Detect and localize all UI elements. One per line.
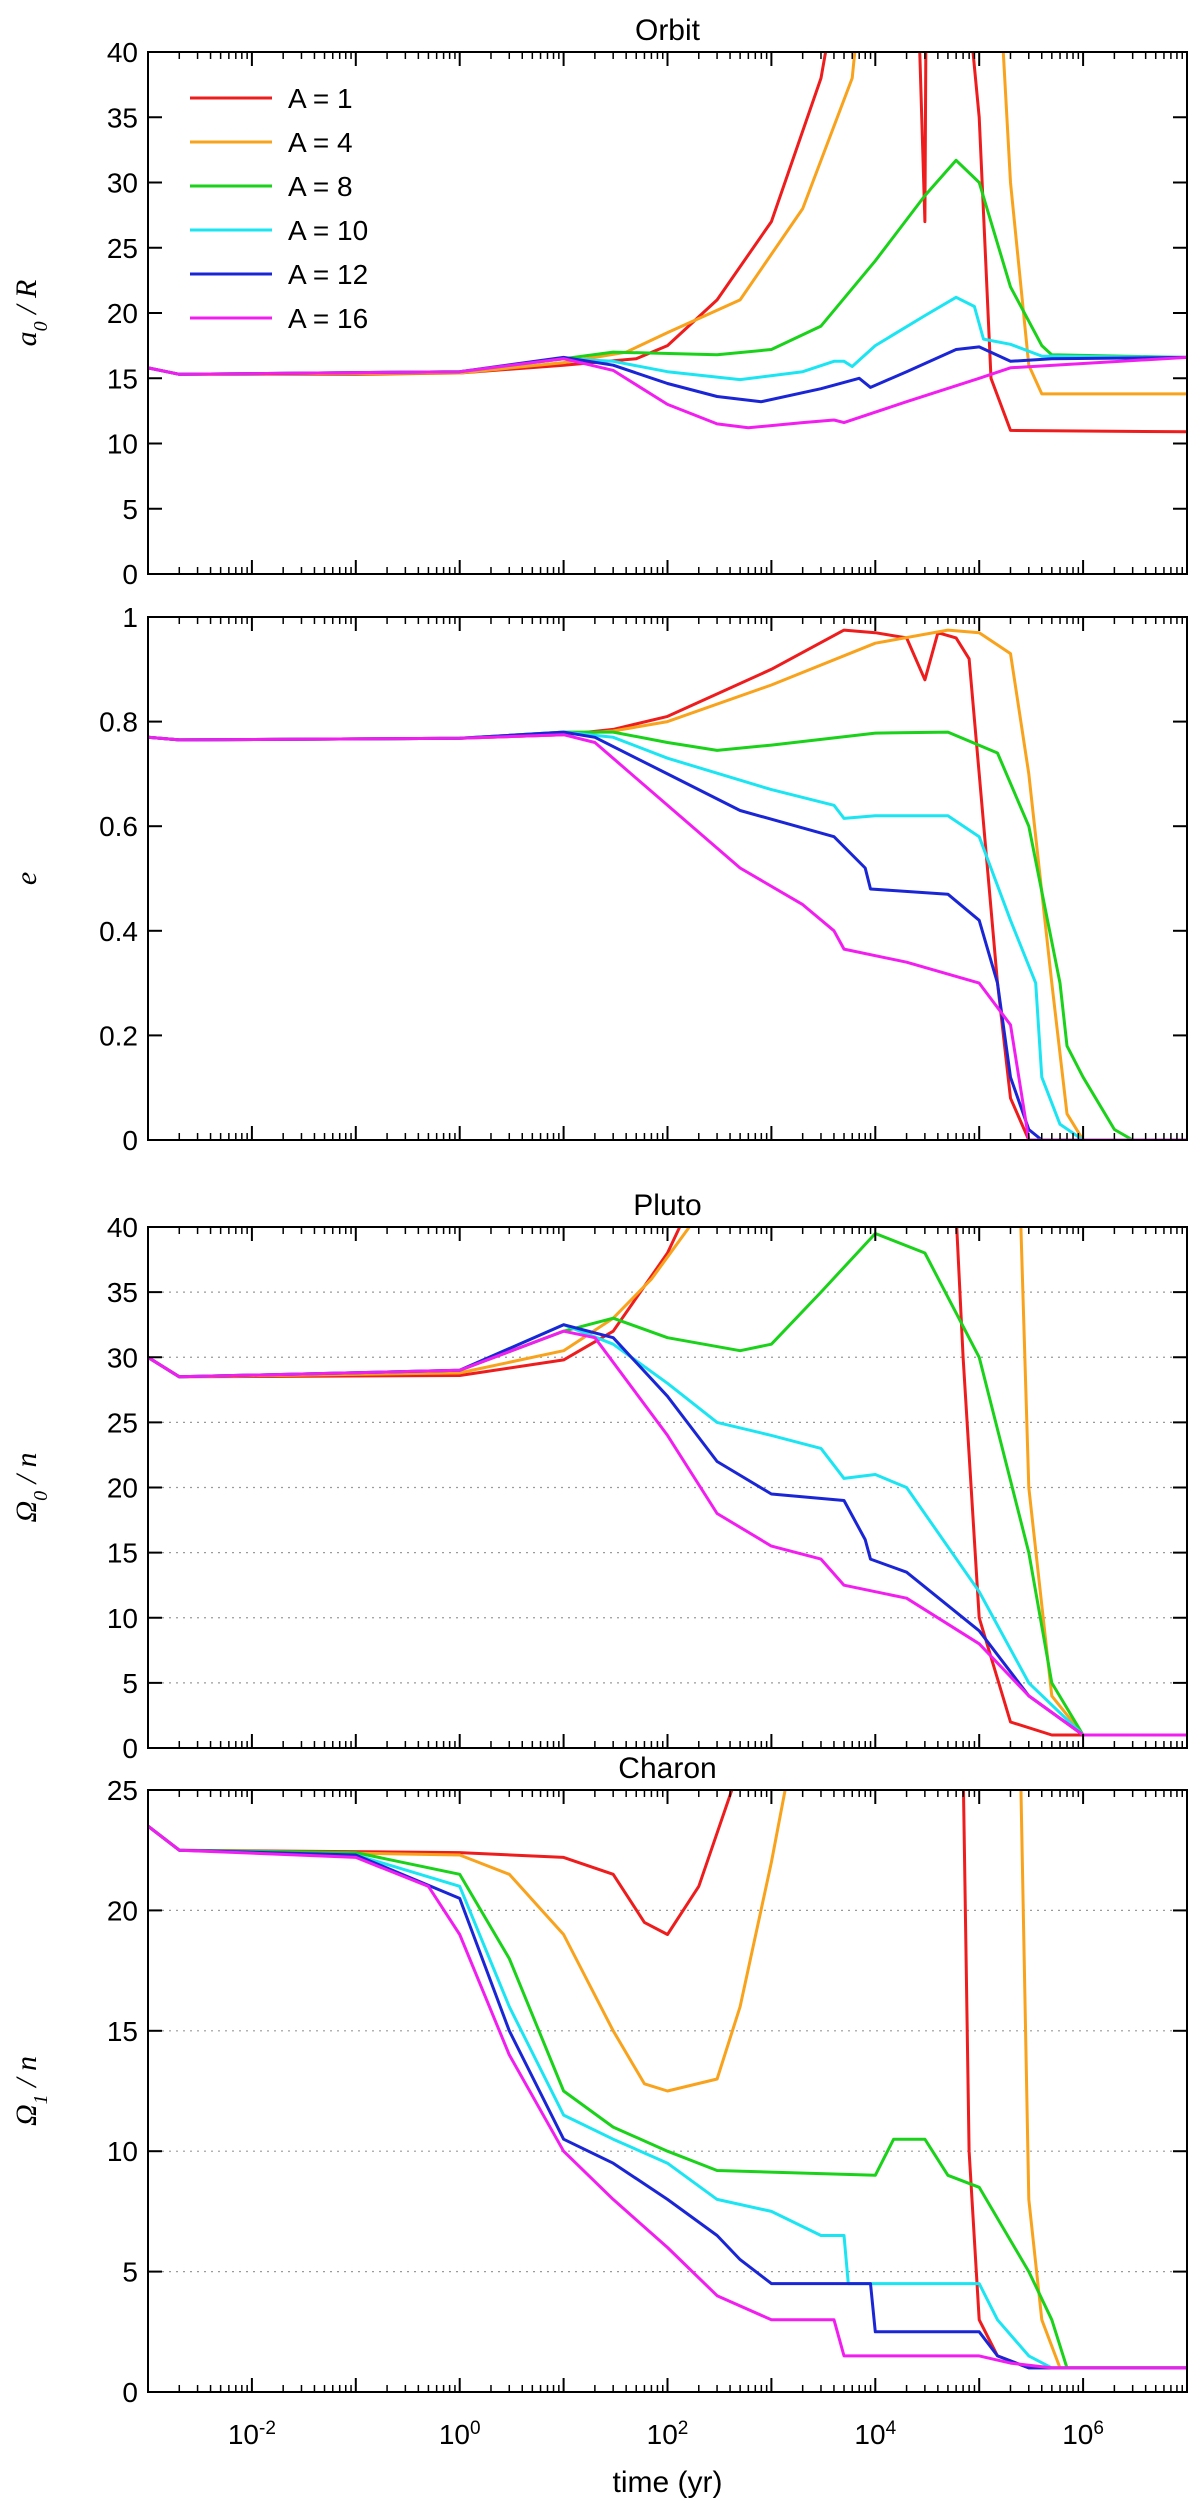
y-tick-label: 5 — [122, 1668, 138, 1699]
y-tick-label: 0.6 — [99, 811, 138, 842]
y-tick-label: 15 — [107, 1538, 138, 1569]
legend-label: A = 4 — [288, 127, 353, 158]
y-tick-label: 10 — [107, 1603, 138, 1634]
y-axis-label: Ω1 / n — [10, 2056, 52, 2126]
panel-title: Orbit — [635, 14, 701, 47]
series-group — [148, 1227, 1187, 1737]
series-line-a4 — [148, 628, 1187, 1140]
series-line-a16 — [148, 1824, 1187, 2370]
series-line-a16 — [148, 1329, 1187, 1737]
x-axis-label: time (yr) — [613, 2466, 723, 2499]
y-axis-label: Ω0 / n — [10, 1452, 52, 1522]
y-axis-label: a0 / R — [10, 280, 52, 347]
y-tick-label: 5 — [122, 494, 138, 525]
panel-title: Pluto — [633, 1189, 701, 1222]
series-line-a1 — [148, 628, 1187, 1140]
series-line-a12 — [148, 1824, 1187, 2370]
y-tick-label: 30 — [107, 168, 138, 199]
series-group — [148, 1790, 1187, 2370]
series-line-a16 — [148, 355, 1187, 430]
panel-charon: 0 5 10 15 20 25 Charon Ω1 / n — [10, 1752, 1188, 2408]
series-line-a10 — [148, 1323, 1187, 1737]
legend-label: A = 1 — [288, 83, 353, 114]
x-tick-label: 100 — [439, 2418, 481, 2451]
x-tick-label: 104 — [854, 2418, 896, 2451]
y-tick-label: 0 — [122, 1733, 138, 1764]
y-tick-label: 0 — [122, 1125, 138, 1156]
y-axis-label: e — [10, 872, 43, 885]
y-tick-label: 20 — [107, 1473, 138, 1504]
legend-label: A = 12 — [288, 259, 368, 290]
panel-title: Charon — [618, 1752, 716, 1785]
y-tick-label: 35 — [107, 102, 138, 133]
series-line-a1 — [148, 1227, 1187, 1737]
y-tick-label: 10 — [107, 2136, 138, 2167]
y-tick-label: 40 — [107, 37, 138, 68]
y-tick-label: 25 — [107, 1775, 138, 1806]
legend: A = 1 A = 4 A = 8 A = 10 A = 12 A = 16 — [190, 83, 368, 334]
y-tick-label: 0.2 — [99, 1020, 138, 1051]
series-line-a10 — [148, 1824, 1187, 2370]
y-tick-label: 0 — [122, 2377, 138, 2408]
series-line-a1 — [148, 1790, 1187, 2370]
legend-label: A = 10 — [288, 215, 368, 246]
panel-ecc: 0 0.2 0.4 0.6 0.8 1 e — [10, 602, 1188, 1156]
y-tick-label: 10 — [107, 429, 138, 460]
y-tick-label: 40 — [107, 1212, 138, 1243]
series-line-a4 — [148, 52, 1187, 396]
panel-pluto: 0 5 10 15 20 25 30 35 40 Pluto Ω0 / n — [10, 1189, 1188, 1764]
y-tick-label: 30 — [107, 1342, 138, 1373]
plot-frame — [147, 616, 1188, 1141]
series-line-a8 — [148, 1824, 1187, 2370]
y-tick-label: 5 — [122, 2257, 138, 2288]
y-tick-label: 0.4 — [99, 916, 138, 947]
x-tick-label: 102 — [647, 2418, 689, 2451]
series-group — [148, 628, 1187, 1140]
legend-label: A = 16 — [288, 303, 368, 334]
x-tick-label: 10-2 — [228, 2418, 276, 2451]
series-line-a12 — [148, 1323, 1187, 1737]
series-line-a16 — [148, 733, 1187, 1140]
y-tick-label: 25 — [107, 1407, 138, 1438]
series-line-a8 — [148, 1232, 1187, 1737]
legend-label: A = 8 — [288, 171, 353, 202]
y-tick-label: 20 — [107, 1895, 138, 1926]
x-tick-label: 106 — [1062, 2418, 1104, 2451]
y-tick-label: 0.8 — [99, 707, 138, 738]
series-line-a4 — [148, 1790, 1187, 2370]
series-line-a4 — [148, 1227, 1187, 1737]
y-tick-label: 1 — [122, 602, 138, 633]
y-tick-label: 20 — [107, 298, 138, 329]
series-group — [148, 52, 1187, 434]
series-line-a12 — [148, 730, 1187, 1140]
y-tick-label: 25 — [107, 233, 138, 264]
y-tick-label: 15 — [107, 363, 138, 394]
y-tick-label: 0 — [122, 559, 138, 590]
y-tick-label: 15 — [107, 2016, 138, 2047]
y-tick-label: 35 — [107, 1277, 138, 1308]
